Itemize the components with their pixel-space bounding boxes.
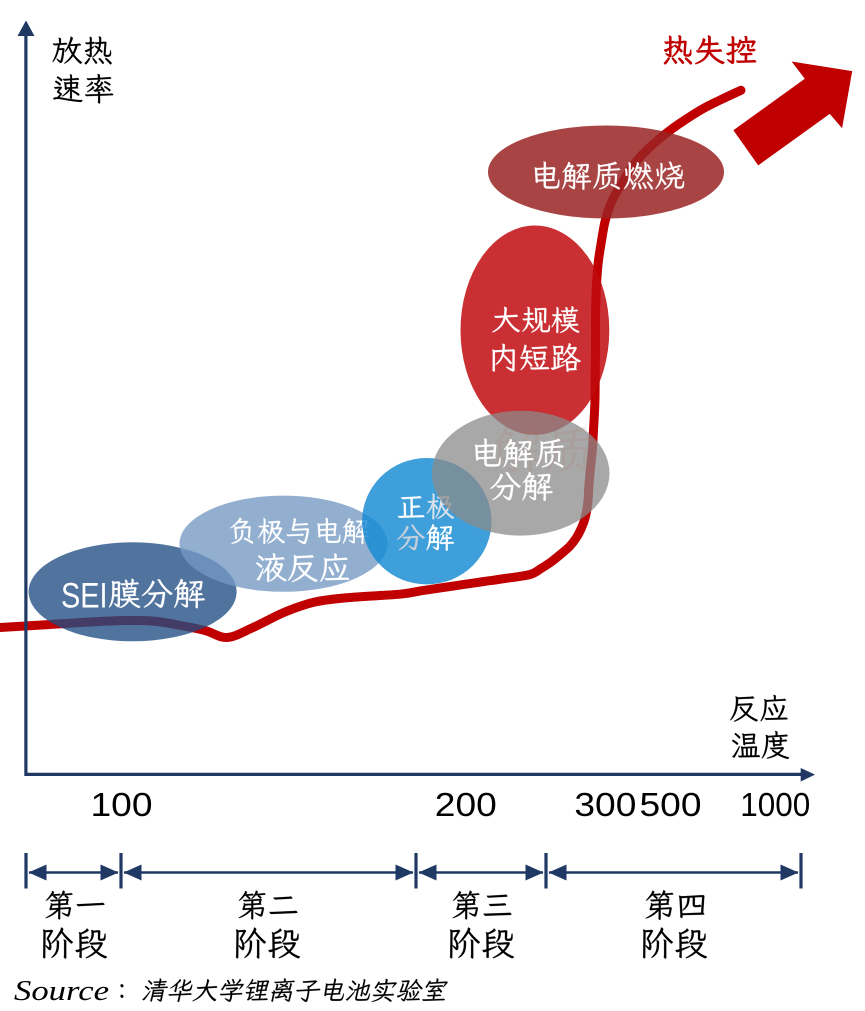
svg-text:300: 300 <box>574 787 636 824</box>
svg-text:200: 200 <box>435 787 497 824</box>
svg-text:100: 100 <box>91 787 153 824</box>
svg-text:500: 500 <box>640 787 702 824</box>
svg-text:Source: Source <box>14 976 109 1007</box>
svg-text:1000: 1000 <box>740 787 810 824</box>
svg-text:SEI: SEI <box>61 577 108 616</box>
